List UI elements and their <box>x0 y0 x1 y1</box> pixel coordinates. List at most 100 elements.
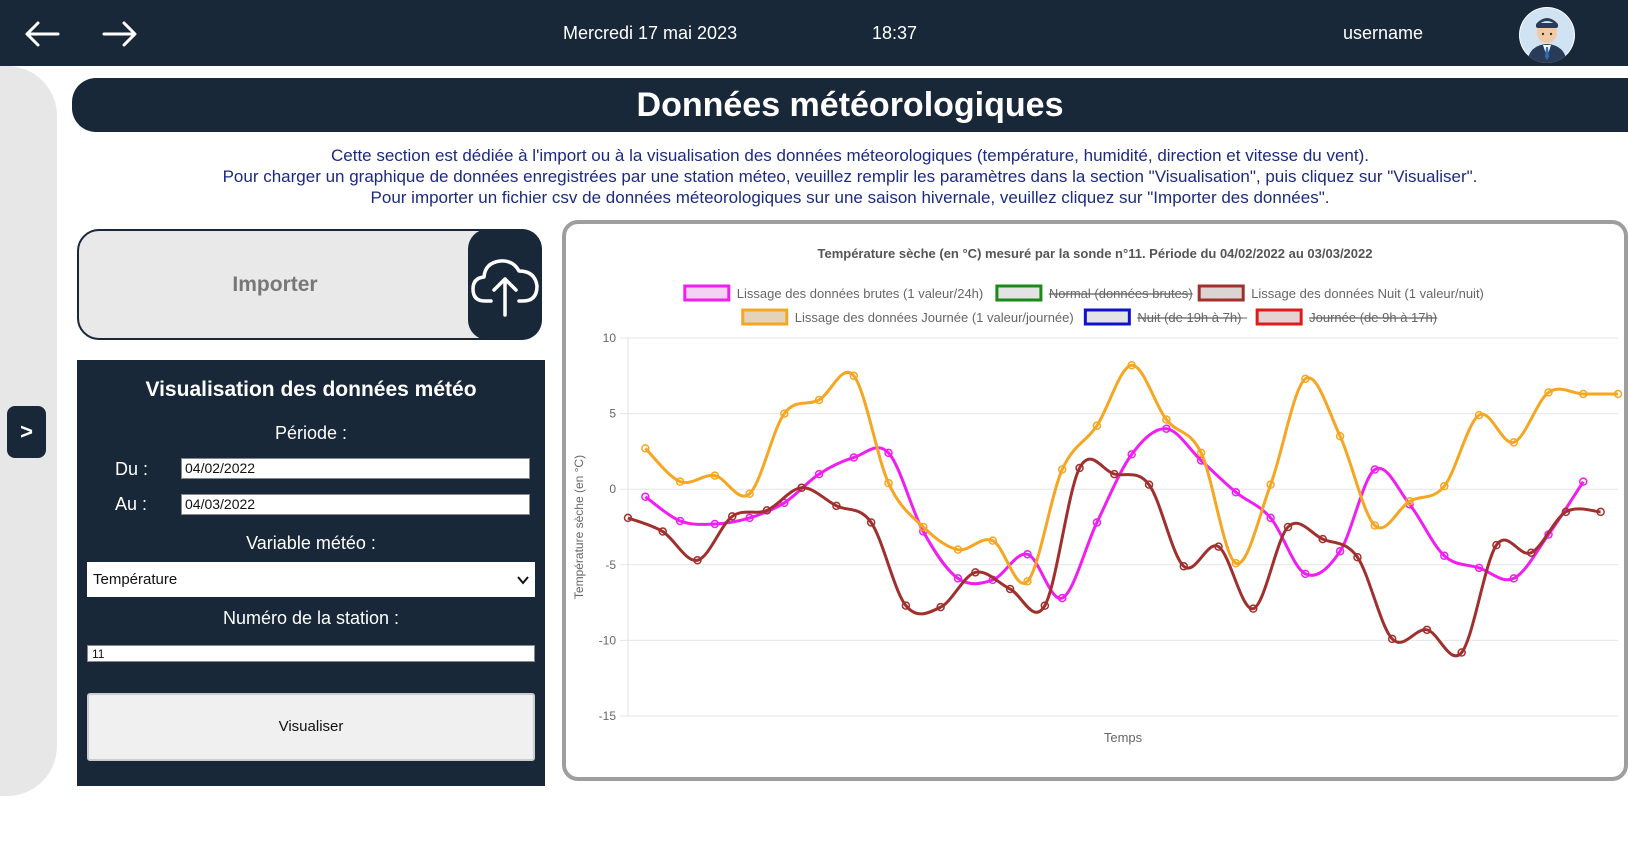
data-point-0-6[interactable] <box>849 453 859 462</box>
data-point-0-2[interactable] <box>710 519 720 529</box>
data-point-2-11[interactable] <box>1023 577 1032 586</box>
data-point-1-21[interactable] <box>1353 552 1362 562</box>
legend-label-2[interactable]: Lissage des données Nuit (1 valeur/nuit) <box>1251 286 1484 301</box>
data-point-1-2[interactable] <box>693 556 702 565</box>
data-point-1-6[interactable] <box>832 501 841 511</box>
data-point-0-23[interactable] <box>1440 551 1449 560</box>
data-point-2-19[interactable] <box>1301 374 1310 384</box>
data-point-0-18[interactable] <box>1266 513 1275 523</box>
data-point-2-27[interactable] <box>1579 389 1588 399</box>
data-point-2-24[interactable] <box>1474 410 1484 420</box>
data-point-2-6[interactable] <box>849 371 859 381</box>
data-point-1-23[interactable] <box>1422 625 1432 635</box>
data-point-2-25[interactable] <box>1509 438 1519 447</box>
data-point-2-9[interactable] <box>953 545 963 554</box>
sidebar-toggle-button[interactable]: > <box>7 406 46 458</box>
data-point-0-19[interactable] <box>1301 569 1310 579</box>
legend-swatch-0[interactable] <box>683 284 731 302</box>
data-point-2-10[interactable] <box>988 536 997 545</box>
data-point-1-1[interactable] <box>658 527 667 536</box>
data-point-1-17[interactable] <box>1214 542 1223 551</box>
username-label[interactable]: username <box>1343 23 1424 43</box>
data-point-0-15[interactable] <box>1162 424 1171 433</box>
data-point-0-27[interactable] <box>1579 477 1588 486</box>
data-point-0-5[interactable] <box>814 469 824 479</box>
data-point-2-21[interactable] <box>1370 521 1380 530</box>
back-arrow-icon[interactable] <box>22 14 62 54</box>
data-point-1-24[interactable] <box>1457 648 1466 657</box>
data-point-1-7[interactable] <box>866 518 876 527</box>
data-point-0-20[interactable] <box>1335 546 1345 556</box>
data-point-1-26[interactable] <box>1526 548 1536 557</box>
data-point-0-3[interactable] <box>745 513 754 523</box>
data-point-1-13[interactable] <box>1075 463 1084 473</box>
data-point-2-4[interactable] <box>780 409 789 418</box>
data-point-0-21[interactable] <box>1370 465 1380 474</box>
station-number-input[interactable]: 11 <box>87 645 535 662</box>
data-point-1-22[interactable] <box>1387 634 1397 644</box>
data-point-2-22[interactable] <box>1405 497 1414 506</box>
data-point-0-25[interactable] <box>1509 574 1519 583</box>
data-point-2-13[interactable] <box>1092 421 1102 430</box>
legend-swatch-5[interactable] <box>1255 308 1303 326</box>
data-point-0-13[interactable] <box>1092 518 1102 527</box>
data-point-2-26[interactable] <box>1544 388 1553 397</box>
data-point-0-17[interactable] <box>1231 487 1241 497</box>
data-point-0-1[interactable] <box>675 516 685 526</box>
data-point-2-23[interactable] <box>1440 481 1449 491</box>
data-point-1-20[interactable] <box>1318 534 1327 544</box>
data-point-1-3[interactable] <box>727 512 737 521</box>
data-point-2-2[interactable] <box>710 471 720 480</box>
data-point-2-18[interactable] <box>1266 480 1275 489</box>
data-point-2-8[interactable] <box>919 522 928 532</box>
data-point-0-11[interactable] <box>1023 549 1032 559</box>
data-point-1-18[interactable] <box>1249 604 1258 613</box>
legend-swatch-3[interactable] <box>741 308 789 326</box>
legend-swatch-4[interactable] <box>1083 308 1131 326</box>
data-point-1-12[interactable] <box>1040 601 1050 610</box>
data-point-2-3[interactable] <box>745 489 754 498</box>
data-point-1-27[interactable] <box>1561 507 1571 517</box>
data-point-2-20[interactable] <box>1335 432 1345 441</box>
data-point-2-5[interactable] <box>814 395 824 405</box>
variable-select[interactable]: Température <box>87 562 535 597</box>
legend-label-3[interactable]: Lissage des données Journée (1 valeur/jo… <box>795 310 1074 325</box>
user-avatar-icon[interactable] <box>1519 7 1575 63</box>
data-point-0-9[interactable] <box>953 574 963 583</box>
data-point-1-15[interactable] <box>1144 480 1154 489</box>
data-point-0-14[interactable] <box>1127 450 1136 459</box>
data-point-0-12[interactable] <box>1057 593 1067 603</box>
data-point-1-11[interactable] <box>1005 584 1015 594</box>
data-point-1-4[interactable] <box>762 506 772 515</box>
data-point-0-0[interactable] <box>641 492 650 502</box>
data-point-1-16[interactable] <box>1179 562 1189 571</box>
data-point-2-0[interactable] <box>641 444 650 453</box>
data-point-2-1[interactable] <box>675 477 685 486</box>
legend-swatch-2[interactable] <box>1197 284 1245 302</box>
data-point-1-0[interactable] <box>623 513 633 523</box>
data-point-1-19[interactable] <box>1283 522 1293 532</box>
data-point-0-7[interactable] <box>884 448 893 458</box>
visualise-button[interactable]: Visualiser <box>87 693 535 761</box>
import-button[interactable]: Importer <box>77 229 542 340</box>
data-point-1-5[interactable] <box>797 483 806 492</box>
legend-swatch-1[interactable] <box>995 284 1043 302</box>
data-point-2-28[interactable] <box>1613 389 1623 399</box>
forward-arrow-icon[interactable] <box>100 14 140 54</box>
data-point-2-15[interactable] <box>1162 415 1171 424</box>
data-point-1-14[interactable] <box>1110 469 1119 479</box>
data-point-1-9[interactable] <box>936 602 945 612</box>
data-point-2-7[interactable] <box>884 478 893 488</box>
to-date-input[interactable]: 04/03/2022 <box>181 494 530 515</box>
from-date-input[interactable]: 04/02/2022 <box>181 458 530 479</box>
data-point-1-8[interactable] <box>901 601 911 610</box>
data-point-2-14[interactable] <box>1127 360 1136 370</box>
data-point-2-17[interactable] <box>1231 559 1241 568</box>
data-point-1-25[interactable] <box>1492 540 1501 550</box>
data-point-2-12[interactable] <box>1057 465 1067 474</box>
legend-label-0[interactable]: Lissage des données brutes (1 valeur/24h… <box>737 286 983 301</box>
data-point-1-10[interactable] <box>971 568 980 577</box>
data-point-1-28[interactable] <box>1596 507 1605 517</box>
data-point-2-16[interactable] <box>1196 448 1206 458</box>
data-point-0-24[interactable] <box>1474 563 1484 573</box>
